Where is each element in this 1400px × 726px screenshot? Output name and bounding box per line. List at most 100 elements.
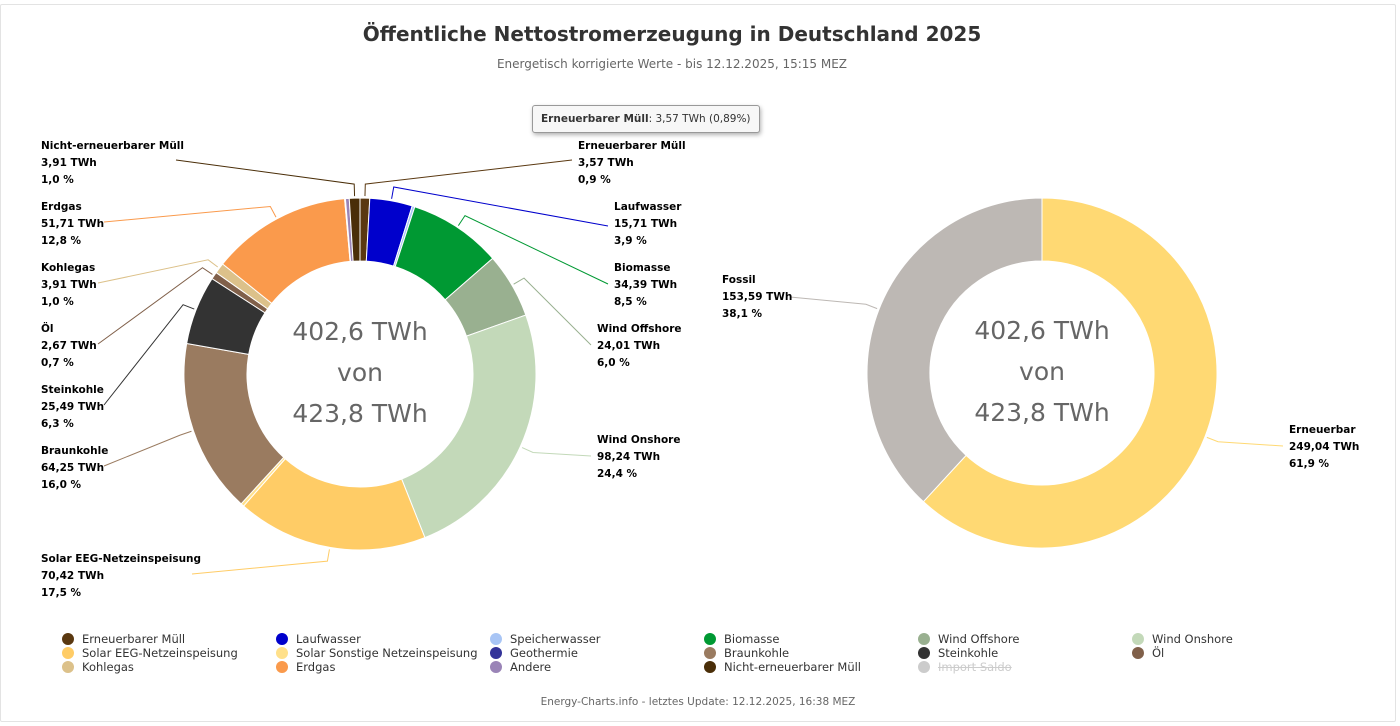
legend-item-andere[interactable]: Andere [490, 660, 704, 674]
connector-wind-offshore [513, 277, 592, 346]
data-label-line: 2,67 TWh [41, 340, 97, 352]
data-label-line: 34,39 TWh [614, 279, 677, 291]
data-label-line: Braunkohle [41, 445, 108, 457]
legend-swatch [918, 647, 930, 659]
data-label-line: 17,5 % [41, 587, 82, 599]
data-label-line: Erneuerbar [1289, 424, 1356, 436]
center-label-line: von [337, 358, 383, 387]
connector-kohlegas [97, 259, 219, 284]
legend-label: Steinkohle [938, 646, 999, 660]
legend-label: Biomasse [724, 632, 780, 646]
data-label-line: 3,57 TWh [578, 157, 634, 169]
legend-label: Braunkohle [724, 646, 790, 660]
legend-item-oel[interactable]: Öl [1132, 646, 1346, 660]
slice-fossil[interactable] [866, 197, 1043, 503]
data-label-line: Fossil [722, 274, 756, 286]
legend-swatch [918, 661, 930, 673]
legend-item-wind-offshore[interactable]: Wind Offshore [918, 632, 1132, 646]
data-label-line: 61,9 % [1289, 458, 1330, 470]
connector-nicht-erneuerbarer-muell [175, 159, 356, 197]
legend-swatch [1132, 633, 1144, 645]
legend-label: Andere [510, 660, 552, 674]
legend-label: Erdgas [296, 660, 336, 674]
tooltip-value: : 3,57 TWh (0,89%) [648, 113, 751, 125]
data-label-line: 6,0 % [597, 357, 630, 369]
data-label-line: 1,0 % [41, 296, 74, 308]
legend-item-geothermie[interactable]: Geothermie [490, 646, 704, 660]
data-label-line: 0,9 % [578, 174, 611, 186]
connector-solar-eeg-netzeinspeisung [191, 549, 330, 575]
legend-item-erneuerbarer-muell[interactable]: Erneuerbarer Müll [62, 632, 276, 646]
data-label-line: Steinkohle [41, 384, 104, 396]
data-label-line: 3,91 TWh [41, 279, 97, 291]
legend-item-solar-sonstige-netzeinspeisung[interactable]: Solar Sonstige Netzeinspeisung [276, 646, 490, 660]
connector-wind-onshore [521, 447, 592, 457]
legend-label: Geothermie [510, 646, 578, 660]
legend-swatch [276, 661, 288, 673]
center-label: 402,6 TWh von 423,8 TWh [974, 316, 1109, 427]
legend-item-speicherwasser[interactable]: Speicherwasser [490, 632, 704, 646]
data-label-line: Wind Offshore [597, 323, 682, 335]
data-label-erdgas: Erdgas 51,71 TWh 12,8 % [41, 201, 104, 247]
legend-swatch [1132, 647, 1144, 659]
legend-item-import-saldo[interactable]: Import Saldo [918, 660, 1132, 674]
data-label-line: 64,25 TWh [41, 462, 104, 474]
chart-title: Öffentliche Nettostromerzeugung in Deuts… [362, 22, 982, 46]
legend-swatch [276, 647, 288, 659]
legend-swatch [62, 661, 74, 673]
legend-item-erdgas[interactable]: Erdgas [276, 660, 490, 674]
legend-label: Laufwasser [296, 632, 361, 646]
data-label-line: Wind Onshore [597, 434, 680, 446]
center-label: 402,6 TWh von 423,8 TWh [292, 317, 427, 428]
slice-erneuerbar[interactable] [922, 197, 1218, 549]
connector-erneuerbarer-muell [364, 159, 573, 197]
data-label-erneuerbarer-muell: Erneuerbarer Müll 3,57 TWh 0,9 % [578, 140, 686, 186]
data-label-line: 153,59 TWh [722, 291, 792, 303]
data-label-kohlegas: Kohlegas 3,91 TWh 1,0 % [41, 262, 97, 308]
legend-swatch [490, 661, 502, 673]
legend-item-nicht-erneuerbarer-muell[interactable]: Nicht-erneuerbarer Müll [704, 660, 918, 674]
legend-item-biomasse[interactable]: Biomasse [704, 632, 918, 646]
chart-container [0, 4, 1396, 722]
legend-swatch [62, 633, 74, 645]
data-label-nicht-erneuerbarer-muell: Nicht-erneuerbarer Müll 3,91 TWh 1,0 % [41, 140, 184, 186]
legend-swatch [704, 633, 716, 645]
data-label-line: 24,4 % [597, 468, 638, 480]
legend-label: Erneuerbarer Müll [82, 632, 186, 646]
data-label-solar-eeg-netzeinspeisung: Solar EEG-Netzeinspeisung 70,42 TWh 17,5 % [41, 553, 201, 599]
data-label-fossil: Fossil 153,59 TWh 38,1 % [722, 274, 792, 320]
data-label-laufwasser: Laufwasser 15,71 TWh 3,9 % [614, 201, 682, 247]
legend-item-solar-eeg-netzeinspeisung[interactable]: Solar EEG-Netzeinspeisung [62, 646, 276, 660]
legend-swatch [704, 647, 716, 659]
data-label-line: 0,7 % [41, 357, 74, 369]
legend-item-laufwasser[interactable]: Laufwasser [276, 632, 490, 646]
legend-item-wind-onshore[interactable]: Wind Onshore [1132, 632, 1346, 646]
slice-wind-onshore[interactable] [401, 314, 537, 539]
data-label-line: 6,3 % [41, 418, 74, 430]
data-label-line: Solar EEG-Netzeinspeisung [41, 553, 201, 565]
legend-label: Wind Onshore [1152, 632, 1233, 646]
legend-label: Solar Sonstige Netzeinspeisung [296, 646, 478, 660]
legend-item-braunkohle[interactable]: Braunkohle [704, 646, 918, 660]
legend-label: Nicht-erneuerbarer Müll [724, 660, 862, 674]
slice-nicht-erneuerbarer-muell[interactable] [348, 197, 361, 262]
connector-braunkohle [103, 430, 192, 467]
data-label-line: Erneuerbarer Müll [578, 140, 686, 152]
legend-label: Solar EEG-Netzeinspeisung [82, 646, 238, 660]
data-label-line: 98,24 TWh [597, 451, 660, 463]
center-label-line: 402,6 TWh [974, 316, 1109, 345]
donut-chart-1: Erneuerbarer Müll 3,57 TWh 0,9 % Laufwasser… [41, 140, 686, 599]
data-label-line: Erdgas [41, 201, 82, 213]
connector-erneuerbar [1206, 436, 1284, 447]
connector-fossil [789, 296, 878, 310]
chart-legend: Erneuerbarer Müll Laufwasser Speicherwasse… [62, 632, 1352, 674]
center-label-line: von [1019, 357, 1065, 386]
data-label-line: 8,5 % [614, 296, 647, 308]
legend-item-kohlegas[interactable]: Kohlegas [62, 660, 276, 674]
data-label-line: 38,1 % [722, 308, 763, 320]
connector-steinkohle [103, 304, 195, 406]
data-label-braunkohle: Braunkohle 64,25 TWh 16,0 % [41, 445, 108, 491]
legend-item-steinkohle[interactable]: Steinkohle [918, 646, 1132, 660]
donut-chart-2: Erneuerbar 249,04 TWh 61,9 % Fossil 153,59 T… [722, 197, 1359, 549]
